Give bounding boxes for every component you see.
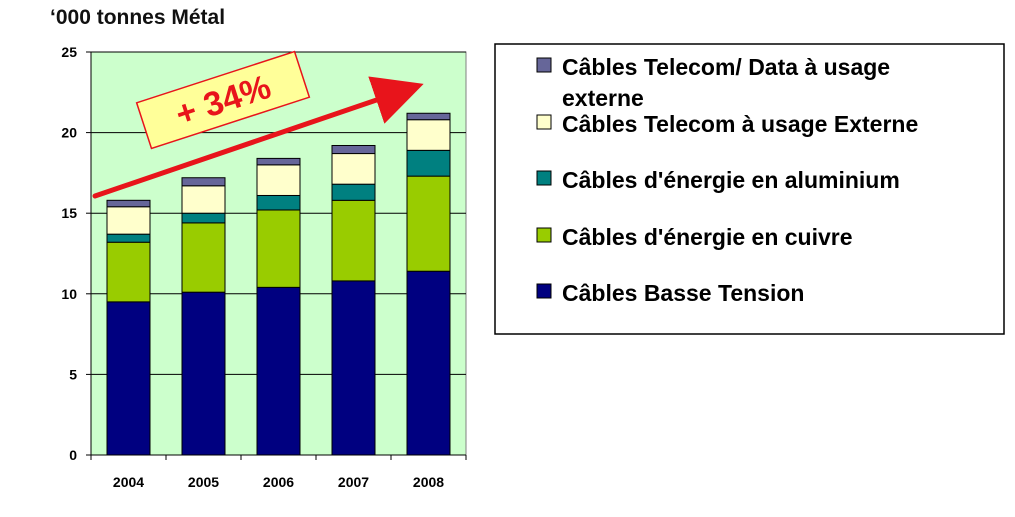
bar-segment — [331, 144, 376, 155]
bar-segment — [331, 183, 376, 201]
x-tick-label: 2005 — [188, 474, 219, 490]
bar-segment — [256, 194, 301, 211]
legend-swatch — [536, 57, 552, 73]
axes: 0 5 10 15 20 25 2004 2005 2006 2007 2008 — [61, 44, 467, 490]
x-tick-label: 2006 — [263, 474, 294, 490]
legend-swatch — [536, 283, 552, 299]
x-tick-label: 2004 — [113, 474, 144, 490]
bar-segment — [406, 119, 451, 151]
legend-label: externe — [562, 85, 644, 111]
x-tick-label: 2008 — [413, 474, 444, 490]
growth-label-background — [135, 50, 311, 150]
bar-segment — [181, 291, 226, 456]
legend-label: Câbles d'énergie en cuivre — [562, 224, 853, 250]
bar-segment — [406, 112, 451, 121]
y-tick-label: 10 — [61, 286, 77, 302]
legend-label: Câbles d'énergie en aluminium — [562, 167, 900, 193]
bar-segment — [106, 241, 151, 303]
bar-segment — [256, 286, 301, 456]
bar-segment — [106, 233, 151, 243]
bar-segment — [106, 301, 151, 456]
legend-label: Câbles Telecom/ Data à usage — [562, 54, 890, 80]
bar-segment — [331, 153, 376, 185]
chart-title: ‘000 tonnes Métal — [50, 6, 225, 29]
bars — [106, 112, 451, 456]
bar-segment — [256, 157, 301, 166]
y-tick-label: 20 — [61, 125, 77, 141]
bar-segment — [331, 280, 376, 456]
growth-arrow — [92, 76, 424, 199]
bar-segment — [256, 209, 301, 288]
bar-segment — [106, 199, 151, 208]
bar-segment — [406, 149, 451, 177]
legend-label: Câbles Telecom à usage Externe — [562, 111, 918, 137]
y-tick-label: 5 — [69, 366, 77, 382]
y-tick-label: 25 — [61, 44, 77, 60]
legend: Câbles Telecom/ Data à usageexterneCâble… — [494, 43, 1005, 335]
bar-segment — [256, 164, 301, 196]
legend-swatch — [536, 170, 552, 186]
y-tick-label: 0 — [69, 447, 77, 463]
bar-segment — [406, 175, 451, 272]
x-tick-label: 2007 — [338, 474, 369, 490]
bar-segment — [181, 185, 226, 214]
bar-segment — [106, 206, 151, 235]
y-tick-label: 15 — [61, 205, 77, 221]
bar-segment — [181, 212, 226, 224]
bar-segment — [331, 199, 376, 282]
growth-label-box — [135, 50, 311, 150]
legend-swatch — [536, 227, 552, 243]
bar-segment — [181, 222, 226, 293]
legend-swatch — [536, 114, 552, 130]
legend-label: Câbles Basse Tension — [562, 280, 804, 306]
legend-box — [494, 43, 1005, 335]
bar-segment — [181, 177, 226, 187]
bar-segment — [406, 270, 451, 456]
